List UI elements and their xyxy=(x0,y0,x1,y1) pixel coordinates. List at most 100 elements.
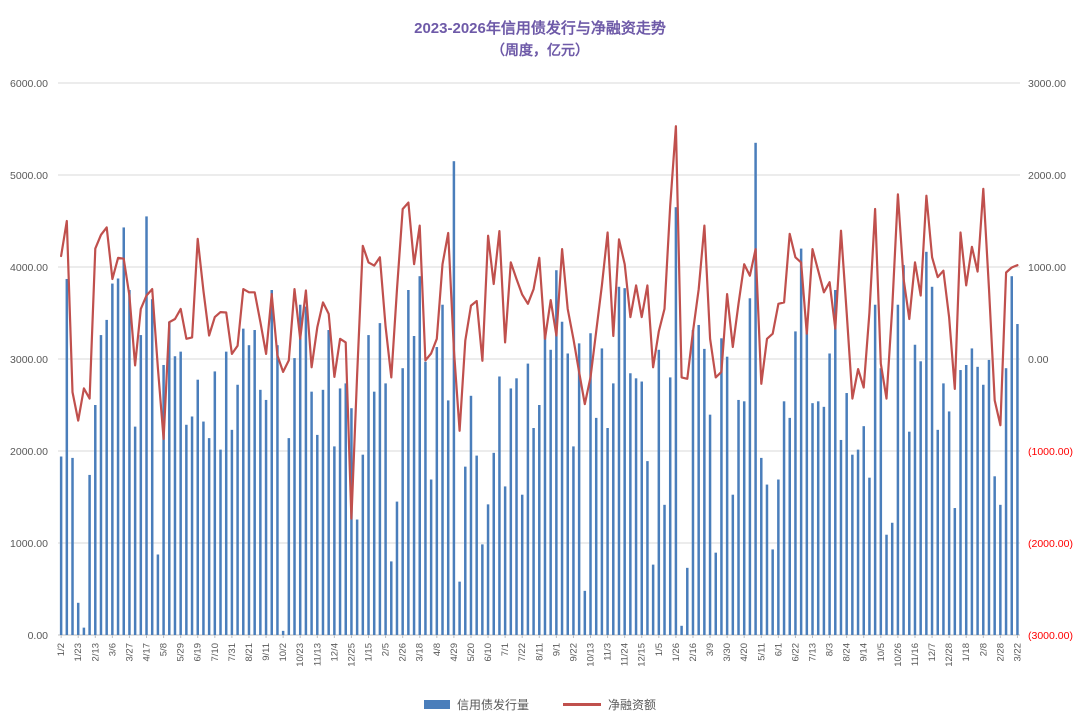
x-axis-label: 2/26 xyxy=(398,643,409,662)
issuance-bar xyxy=(970,348,974,635)
issuance-bar xyxy=(65,278,69,635)
x-axis-label: 8/11 xyxy=(534,643,545,661)
issuance-bar xyxy=(799,248,803,635)
issuance-bar xyxy=(99,335,103,635)
x-axis-label: 12/25 xyxy=(346,643,357,667)
x-axis-label: 3/22 xyxy=(1012,643,1023,662)
issuance-bar xyxy=(253,330,256,635)
issuance-bar xyxy=(213,371,217,635)
x-axis-label: 1/23 xyxy=(73,643,84,662)
issuance-bar xyxy=(777,479,780,635)
issuance-bar xyxy=(879,368,883,635)
issuance-bar xyxy=(230,429,234,635)
issuance-bar xyxy=(224,351,228,635)
issuance-bar xyxy=(82,627,86,635)
y-axis-label-left: 1000.00 xyxy=(10,538,48,550)
x-axis-label: 11/24 xyxy=(620,643,631,666)
x-axis-label: 4/8 xyxy=(432,643,443,656)
issuance-bar xyxy=(287,438,291,635)
y-axis-label-left: 4000.00 xyxy=(10,262,48,274)
issuance-bar xyxy=(156,554,160,635)
issuance-bar xyxy=(378,323,382,635)
issuance-bar xyxy=(111,283,114,635)
issuance-bar xyxy=(930,286,934,635)
issuance-bar xyxy=(446,400,450,635)
issuance-bar xyxy=(538,405,541,635)
y-axis-label-right: 1000.00 xyxy=(1028,262,1066,274)
issuance-bar xyxy=(435,347,439,635)
y-axis-label-left: 2000.00 xyxy=(10,446,48,458)
x-axis-label: 9/22 xyxy=(568,643,579,662)
x-axis-label: 6/22 xyxy=(790,643,801,662)
issuance-bar xyxy=(71,457,74,635)
issuance-bar xyxy=(936,429,939,635)
issuance-bar xyxy=(737,399,740,635)
issuance-bar xyxy=(509,388,513,635)
issuance-bar xyxy=(185,424,188,635)
issuance-bar xyxy=(868,477,871,635)
x-axis-label: 5/20 xyxy=(466,643,477,662)
x-axis-label: 1/5 xyxy=(654,643,665,656)
issuance-bar xyxy=(771,549,774,635)
issuance-bar xyxy=(532,428,535,635)
x-axis-label: 12/15 xyxy=(637,643,648,667)
issuance-bar xyxy=(418,276,421,635)
x-axis-label: 6/1 xyxy=(773,643,784,656)
legend: 信用债发行量 净融资额 xyxy=(0,696,1080,713)
x-axis-label: 5/8 xyxy=(159,643,170,656)
issuance-bar xyxy=(987,359,991,635)
x-axis-label: 9/1 xyxy=(551,643,562,656)
x-axis-label: 1/26 xyxy=(671,643,682,662)
issuance-bar xyxy=(310,391,313,635)
x-axis-label: 11/13 xyxy=(312,643,323,666)
issuance-bar xyxy=(481,544,484,635)
issuance-bar xyxy=(150,299,154,635)
issuance-bar xyxy=(788,417,791,635)
x-axis-label: 11/3 xyxy=(603,643,614,661)
issuance-bar xyxy=(862,426,865,635)
issuance-bar xyxy=(1010,276,1013,635)
issuance-bar xyxy=(264,399,268,635)
issuance-bar xyxy=(942,383,945,635)
issuance-bar xyxy=(293,358,296,635)
issuance-bar xyxy=(327,330,330,635)
issuance-bar xyxy=(350,408,353,635)
issuance-bar xyxy=(515,378,518,635)
chart-title: 2023-2026年信用债发行与净融资走势 xyxy=(414,20,666,37)
issuance-bar xyxy=(128,290,131,635)
issuance-bar xyxy=(145,216,148,635)
x-axis-label: 7/10 xyxy=(210,643,221,662)
x-axis-label: 3/6 xyxy=(107,643,118,656)
x-axis-label: 2/16 xyxy=(688,643,699,662)
issuance-bar xyxy=(754,142,757,636)
issuance-bar xyxy=(555,270,558,635)
issuance-bar xyxy=(617,286,621,635)
issuance-bar xyxy=(913,344,917,635)
issuance-bar xyxy=(407,290,410,635)
issuance-bar xyxy=(94,405,97,635)
issuance-bar xyxy=(947,411,951,635)
issuance-bar xyxy=(549,349,552,635)
issuance-bar xyxy=(805,324,809,635)
issuance-bar xyxy=(401,368,404,635)
issuance-bar xyxy=(116,278,120,635)
issuance-bar xyxy=(686,567,689,635)
issuance-bar xyxy=(333,446,336,635)
issuance-bar xyxy=(344,383,347,635)
issuance-bar xyxy=(122,227,125,635)
issuance-bar xyxy=(520,494,524,635)
issuance-bar xyxy=(902,265,905,635)
issuance-bar xyxy=(395,501,399,635)
y-axis-label-right: 2000.00 xyxy=(1028,170,1066,182)
x-axis-label: 10/26 xyxy=(893,643,904,667)
y-axis-label-left: 0.00 xyxy=(28,630,49,642)
x-axis-label: 7/1 xyxy=(500,643,511,656)
issuance-bar xyxy=(691,330,695,635)
issuance-bar xyxy=(703,348,706,635)
y-axis-label-right: (1000.00) xyxy=(1028,446,1073,458)
issuance-bar xyxy=(441,304,444,635)
issuance-bar xyxy=(560,321,564,635)
issuance-bar xyxy=(298,304,302,635)
legend-label-net-financing: 净融资额 xyxy=(608,698,657,712)
